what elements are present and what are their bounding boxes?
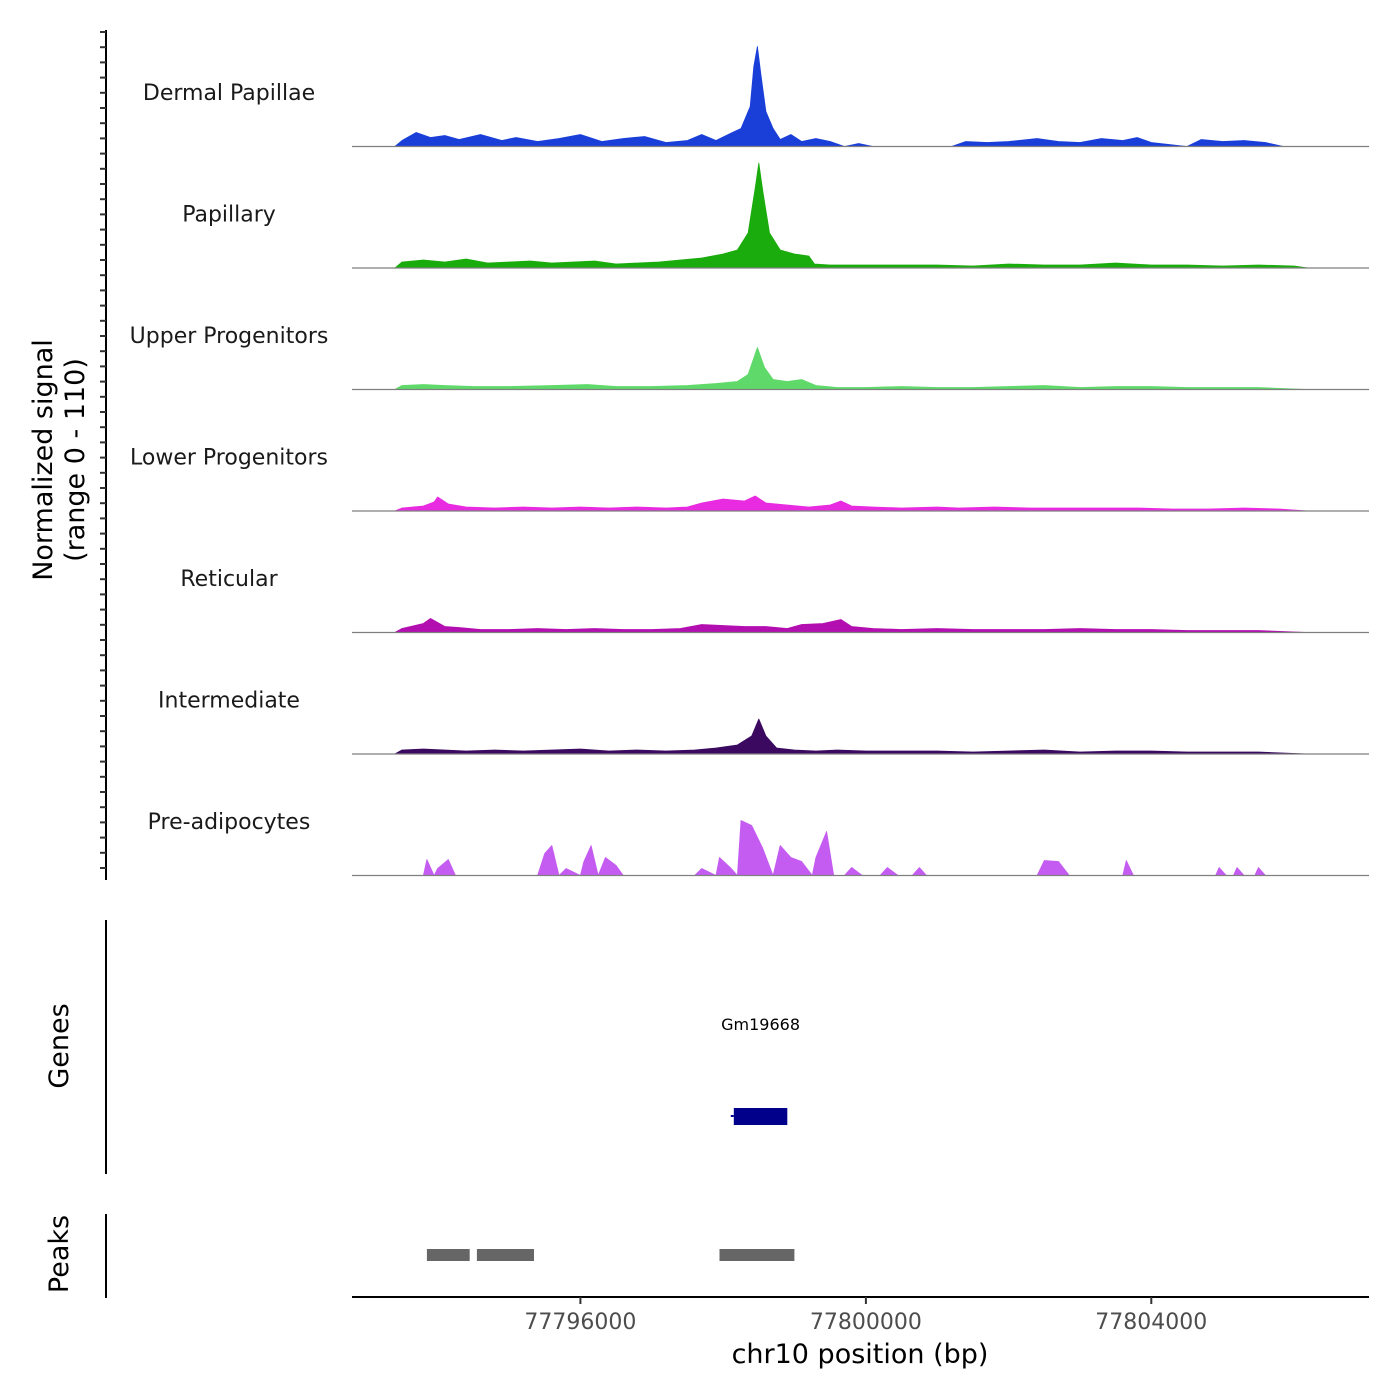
y-axis-title-line1: Normalized signal bbox=[28, 339, 59, 581]
signal-area bbox=[394, 347, 1309, 390]
track-intermediate: Intermediate bbox=[158, 689, 1369, 755]
x-axis-title: chr10 position (bp) bbox=[732, 1339, 989, 1370]
signal-area bbox=[394, 618, 1309, 633]
peak-region bbox=[476, 1249, 534, 1261]
signal-y-axis-ticks bbox=[100, 31, 106, 869]
track-lower-progenitors: Lower Progenitors bbox=[130, 446, 1369, 512]
x-tick-label: 77800000 bbox=[810, 1310, 922, 1335]
y-axis-title: Normalized signal (range 0 - 110) bbox=[28, 339, 91, 581]
track-papillary: Papillary bbox=[182, 162, 1369, 269]
track-pre-adipocytes: Pre-adipocytes bbox=[148, 810, 1369, 877]
x-tick-label: 77796000 bbox=[524, 1310, 636, 1335]
peaks-track-title: Peaks bbox=[44, 1215, 75, 1293]
signal-area bbox=[394, 718, 1309, 755]
peak-region bbox=[719, 1249, 795, 1261]
genes-track-title: Genes bbox=[44, 1003, 75, 1088]
track-label: Pre-adipocytes bbox=[148, 810, 311, 835]
signal-area bbox=[394, 495, 1309, 512]
peak-region bbox=[426, 1249, 470, 1261]
track-reticular: Reticular bbox=[180, 567, 1369, 634]
track-upper-progenitors: Upper Progenitors bbox=[130, 324, 1369, 391]
track-label: Dermal Papillae bbox=[143, 81, 315, 106]
signal-area bbox=[423, 820, 1266, 876]
track-dermal-papillae: Dermal Papillae bbox=[143, 46, 1369, 148]
gene-body bbox=[733, 1108, 788, 1125]
x-tick-label: 77804000 bbox=[1095, 1310, 1207, 1335]
signal-area bbox=[394, 46, 1284, 147]
track-label: Upper Progenitors bbox=[130, 324, 329, 349]
signal-area bbox=[394, 162, 1309, 269]
y-axis-title-range: (range 0 - 110) bbox=[60, 358, 91, 562]
peaks-track bbox=[426, 1249, 795, 1261]
gene-label: Gm19668 bbox=[721, 1015, 800, 1034]
track-label: Papillary bbox=[182, 203, 276, 228]
signal-tracks: Dermal Papillae Papillary Upper Progenitor… bbox=[130, 46, 1369, 877]
track-label: Intermediate bbox=[158, 689, 300, 714]
genes-track: Gm19668 bbox=[721, 1015, 800, 1125]
track-label: Lower Progenitors bbox=[130, 446, 328, 471]
track-label: Reticular bbox=[180, 567, 278, 592]
x-axis-ticks: 77796000 77800000 77804000 bbox=[524, 1297, 1207, 1335]
